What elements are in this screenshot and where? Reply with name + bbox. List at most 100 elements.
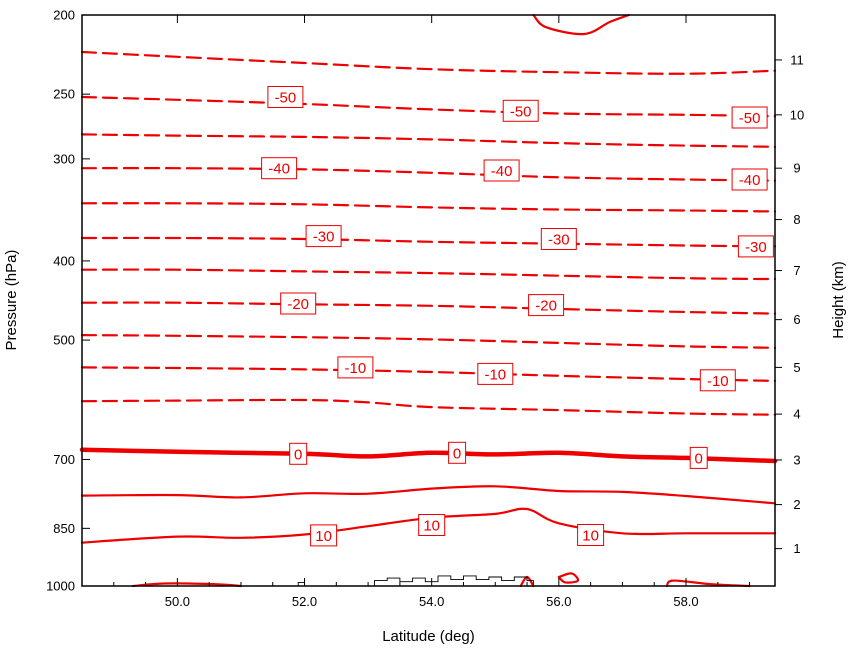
contour-5-12 xyxy=(80,485,777,505)
contour-minus-35-4 xyxy=(80,202,777,213)
y-tick-label: 700 xyxy=(53,452,75,467)
y-tick-label: 850 xyxy=(53,521,75,536)
contour-label-18: 10 xyxy=(418,514,446,536)
contour-lines xyxy=(79,13,778,588)
y-tick-label: 1000 xyxy=(46,579,75,594)
contour-label-box xyxy=(337,356,374,379)
contour-label-box xyxy=(540,228,577,250)
contour-label-text: -10 xyxy=(707,373,729,390)
y2-tick-label: 4 xyxy=(793,407,800,422)
contour-minus-20-7 xyxy=(80,301,777,315)
contour-label-text: -50 xyxy=(510,103,532,120)
contour-label-3: -40 xyxy=(261,157,298,180)
contour-minus-5-10 xyxy=(80,398,777,416)
contour-label-text: 10 xyxy=(315,528,332,545)
contour-label-text: 10 xyxy=(423,518,440,535)
contour-label-6: -30 xyxy=(305,225,342,248)
x-axis-title: Latitude (deg) xyxy=(382,628,475,645)
y-tick-label: 300 xyxy=(53,151,75,166)
contour-label-text: 0 xyxy=(294,446,302,463)
contour-minus-40-3 xyxy=(80,167,777,182)
contour-label-4: -40 xyxy=(483,159,520,182)
contour-minus-60-0 xyxy=(80,50,777,75)
contour-label-box xyxy=(502,99,539,122)
y-tick-label: 250 xyxy=(53,87,75,102)
x-axis-ticks: 50.0 52.0 54.0 56.0 58.0 xyxy=(81,15,751,609)
contour-label-text: -10 xyxy=(345,360,367,377)
contour-label-10: -20 xyxy=(528,294,565,317)
contour-label-box xyxy=(731,106,768,129)
y2-axis-title: Height (km) xyxy=(830,261,847,339)
contour-label-box xyxy=(483,159,520,182)
contour-label-box xyxy=(310,524,338,547)
contour-label-0: -50 xyxy=(267,86,304,108)
contour-label-2: -50 xyxy=(731,106,768,129)
x-tick-label: 56.0 xyxy=(546,594,571,609)
y-tick-label: 200 xyxy=(53,8,75,23)
contour-label-19: 10 xyxy=(577,524,605,546)
contour-label-text: -50 xyxy=(739,110,761,127)
contour-label-box xyxy=(577,524,605,546)
contour-minus-65-18 xyxy=(532,13,630,36)
x-tick-label: 58.0 xyxy=(673,594,698,609)
x-tick-label: 52.0 xyxy=(292,594,317,609)
contour-label-text: -50 xyxy=(275,90,297,107)
contour-label-text: -40 xyxy=(739,172,761,189)
plot-frame xyxy=(81,14,776,587)
contour-label-text: 0 xyxy=(695,450,703,467)
y2-tick-label: 3 xyxy=(793,453,800,468)
contour-minus-50-1 xyxy=(80,95,777,118)
y2-tick-label: 11 xyxy=(790,52,804,67)
contour-labels: -50 -50 -50 -40 -40 -40 -30 -30 -30 -20 -20 -10 -10 -… xyxy=(261,86,774,547)
contour-label-text: 10 xyxy=(582,528,599,545)
y2-tick-label: 6 xyxy=(793,312,800,327)
contour-label-text: -20 xyxy=(287,296,309,313)
terrain-line xyxy=(297,575,534,587)
contour-label-text: -40 xyxy=(268,161,290,178)
contour-label-box xyxy=(528,294,565,317)
terrain-outline xyxy=(297,575,534,587)
y2-tick-label: 8 xyxy=(793,212,800,227)
contour-label-7: -30 xyxy=(540,228,577,250)
contour-label-9: -20 xyxy=(280,292,317,315)
contour-15-17 xyxy=(557,572,580,584)
contour-label-16: 0 xyxy=(689,446,708,469)
contour-minus-10-9 xyxy=(80,366,777,382)
contour-label-text: -20 xyxy=(535,298,557,315)
contour-label-5: -40 xyxy=(731,168,768,191)
y2-tick-label: 10 xyxy=(790,107,804,122)
contour-label-text: -30 xyxy=(548,232,570,249)
y-axis-ticks: 1000 850 700 500 400 300 250 200 xyxy=(46,8,90,594)
y2-tick-label: 5 xyxy=(793,360,800,375)
y2-tick-label: 9 xyxy=(793,161,800,176)
y-tick-label: 500 xyxy=(53,333,75,348)
contour-label-box xyxy=(699,369,736,392)
y2-tick-label: 1 xyxy=(793,541,800,556)
contour-0-11 xyxy=(79,447,778,464)
contour-label-text: 0 xyxy=(453,445,461,462)
y-axis-title: Pressure (hPa) xyxy=(3,250,20,351)
y-tick-label: 400 xyxy=(53,253,75,268)
contour-minus-45-2 xyxy=(80,133,777,148)
contour-label-text: -40 xyxy=(491,163,513,180)
contour-label-box xyxy=(689,446,708,469)
contour-minus-25-6 xyxy=(80,268,777,281)
contour-15-15 xyxy=(665,579,751,588)
contour-label-box xyxy=(448,441,467,464)
contour-label-box xyxy=(305,225,342,248)
contour-label-box xyxy=(261,157,298,180)
contour-label-box xyxy=(280,292,317,315)
contour-label-box xyxy=(267,86,304,108)
y2-axis-ticks: 1 2 3 4 5 6 7 8 9 10 11 xyxy=(775,52,804,556)
contour-label-box xyxy=(737,235,774,258)
contour-minus-15-8 xyxy=(80,334,777,349)
contour-label-box xyxy=(477,362,514,385)
contour-label-1: -50 xyxy=(502,99,539,122)
contour-label-12: -10 xyxy=(477,362,514,385)
contour-label-box xyxy=(731,168,768,191)
contour-label-text: -10 xyxy=(484,366,506,383)
contour-label-11: -10 xyxy=(337,356,374,379)
x-tick-label: 54.0 xyxy=(419,594,444,609)
contour-label-17: 10 xyxy=(310,524,338,547)
